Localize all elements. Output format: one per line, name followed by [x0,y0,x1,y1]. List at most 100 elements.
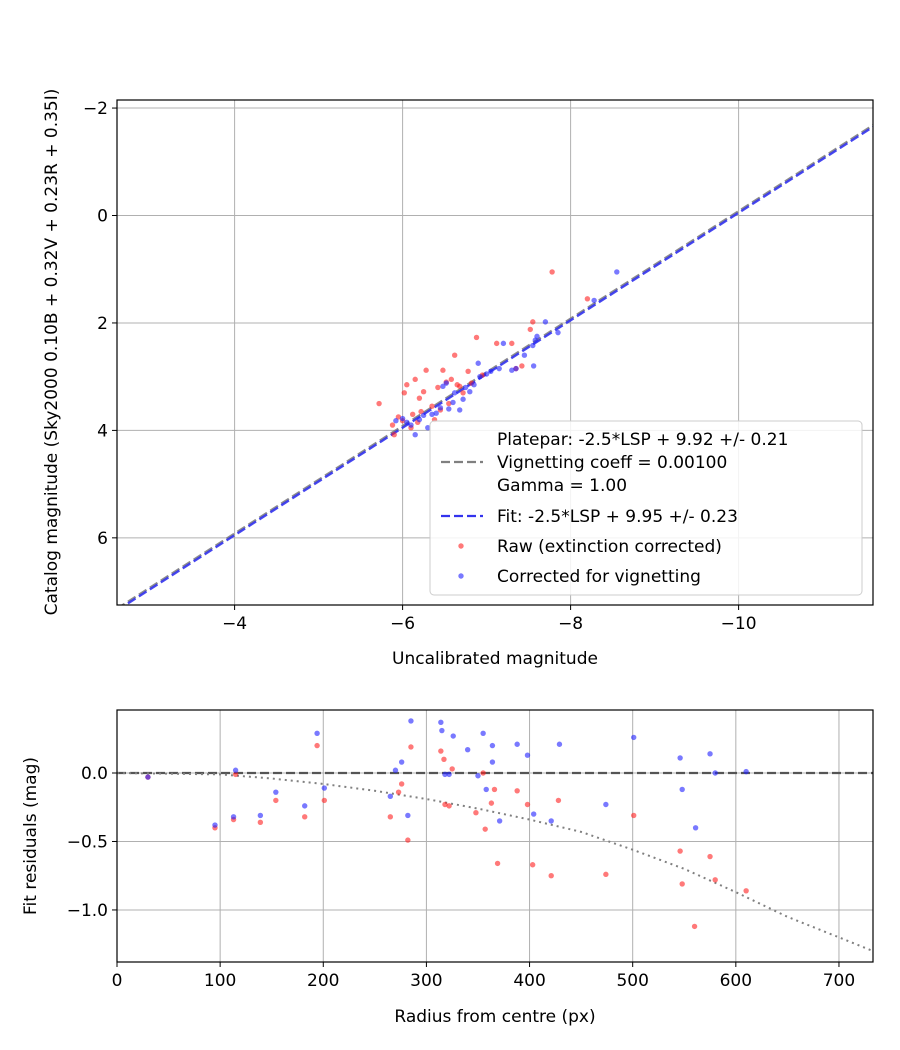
top-corrected-point [500,340,507,347]
top-x-axis-label: Uncalibrated magnitude [392,649,598,669]
top-corrected-point [420,412,427,419]
bottom-corrected-point [677,755,683,761]
top-corrected-point [555,329,561,336]
bottom-corrected-point [483,786,489,793]
bottom-corrected-point [464,747,471,753]
bottom-corrected-point [707,751,713,757]
bottom-corrected-point [712,770,718,776]
top-raw-point [519,363,525,369]
bottom-corrected-point [603,801,609,808]
top-raw-point [448,376,455,383]
bottom-corrected-point [480,730,486,736]
bottom-raw-point [395,789,402,795]
legend-box [429,420,863,596]
bottom-raw-point [548,873,554,879]
top-corrected-point [483,371,490,377]
top-y-tick-label: 2 [97,314,108,334]
bottom-raw-point [707,853,713,860]
top-corrected-point [471,382,477,388]
catalog-vs-uncalibrated-chart: −4 −6 −8 −10 −2 0 2 4 6 Uncalibrated magnitude C… [42,89,874,669]
bottom-raw-point [405,837,411,843]
bottom-raw-point [631,812,637,819]
top-corrected-point [440,383,446,390]
top-ticks: −4 −6 −8 −10 −2 0 2 4 6 [83,99,757,634]
top-corrected-point [404,419,410,426]
top-raw-point [389,422,396,428]
top-x-tick-label: −4 [222,614,247,634]
top-corrected-point [433,410,439,416]
legend-platepar-label: Platepar: -2.5*LSP + 9.92 +/- 0.21 [497,430,788,450]
top-raw-point [376,400,382,407]
bottom-corrected-point [524,752,531,758]
top-corrected-point [509,367,515,373]
bottom-raw-point [679,881,685,887]
bottom-raw-point [677,848,683,854]
bottom-raw-point [494,860,501,867]
top-y-tick-label: 6 [97,529,108,549]
bottom-raw-point [603,871,609,878]
bottom-raw-point [491,786,498,793]
top-raw-point [429,403,435,409]
bottom-corrected-point [392,767,399,773]
bottom-corrected-point [314,730,320,736]
top-corrected-point [443,380,449,386]
top-raw-point [391,432,397,438]
top-platepar-line [120,124,873,605]
legend-raw-marker [458,543,464,549]
bottom-raw-point [712,877,718,883]
bottom-raw-point [441,756,447,762]
bottom-raw-point [743,888,749,894]
top-raw-point [420,389,427,395]
bottom-corrected-point [145,774,151,780]
bottom-raw-point [387,814,394,820]
bottom-raw-point [529,862,536,868]
top-corrected-point [475,360,481,366]
bottom-y-tick-label: −1.0 [67,901,108,921]
legend-fit-label: Fit: -2.5*LSP + 9.95 +/- 0.23 [497,507,738,527]
bottom-corrected-point [514,741,520,747]
top-corrected-point [446,406,452,412]
bottom-raw-point [449,766,455,772]
top-corrected-point [412,432,418,438]
top-fit-line [123,125,873,605]
top-raw-point [404,382,410,388]
bottom-x-tick-label: 0 [112,971,123,991]
bottom-raw-point [446,803,452,809]
bottom-corrected-point [398,759,405,765]
top-raw-point [549,269,555,275]
legend-gamma-label: Gamma = 1.00 [497,476,627,496]
bottom-raw-point [314,742,320,749]
top-raw-point [451,352,458,358]
bottom-plot-frame [116,709,874,963]
bottom-raw-point [480,770,486,776]
top-corrected-point [513,365,519,372]
bottom-raw-point [488,800,495,806]
bottom-raw-point [398,781,405,787]
bottom-corrected-point [692,825,699,831]
top-corrected-point [467,389,473,395]
bottom-corrected-point [387,793,394,799]
top-y-tick-label: 0 [97,207,108,227]
bottom-corrected-point [489,742,496,749]
top-fit-lines [120,124,873,605]
top-legend: Platepar: -2.5*LSP + 9.92 +/- 0.21 Vigne… [429,420,863,596]
top-raw-point [584,296,591,302]
bottom-x-tick-label: 500 [616,971,648,991]
top-corrected-point [393,418,399,424]
bottom-raw-point [524,801,531,808]
bottom-corrected-point [446,771,452,778]
bottom-raw-point [473,810,479,816]
top-raw-point [509,340,515,347]
legend-vignetting-label: Vignetting coeff = 0.00100 [497,453,727,473]
top-y-axis-label: Catalog magnitude (Sky2000 0.10B + 0.32V… [42,89,62,616]
bottom-raw-point [442,801,448,808]
bottom-corrected-point [230,814,237,820]
top-corrected-point [521,352,528,358]
top-corrected-point [460,396,466,402]
bottom-corrected-point [442,771,448,778]
bottom-raw-point [438,748,444,754]
top-corrected-point [462,384,469,391]
top-corrected-point [416,416,423,423]
top-raw-point [473,334,480,341]
